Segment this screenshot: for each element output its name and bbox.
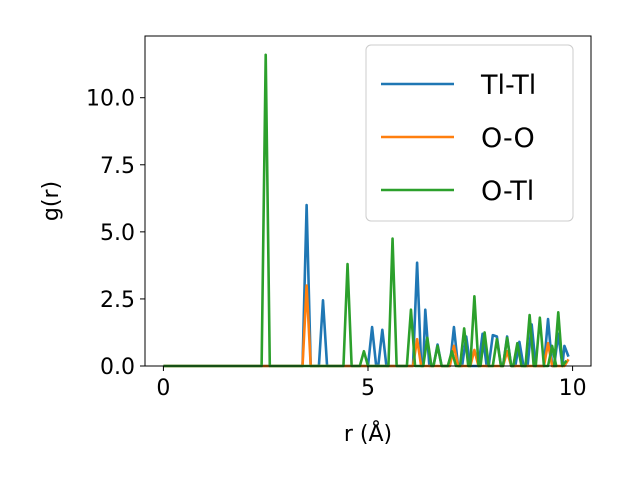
y-tick-label: 2.5 <box>100 288 135 313</box>
x-axis-title: r (Å) <box>344 420 392 447</box>
x-axis: 0 5 10 <box>156 366 587 401</box>
legend: Tl-Tl O-O O-Tl <box>365 44 574 222</box>
y-axis-title: g(r) <box>39 181 64 221</box>
y-tick-label: 0.0 <box>100 355 135 380</box>
x-tick-label: 10 <box>559 376 587 401</box>
series-line-tl-tl <box>163 203 570 368</box>
legend-label-tl-tl: Tl-Tl <box>480 70 536 101</box>
legend-box <box>365 44 574 222</box>
x-tick-label: 5 <box>361 376 375 401</box>
y-axis: 0.0 2.5 5.0 7.5 10.0 <box>86 87 145 380</box>
y-tick-label: 7.5 <box>100 154 135 179</box>
legend-label-o-o: O-O <box>481 123 535 154</box>
x-tick-label: 0 <box>156 376 170 401</box>
legend-label-o-tl: O-Tl <box>481 176 534 207</box>
y-tick-label: 10.0 <box>86 87 135 112</box>
y-tick-label: 5.0 <box>100 221 135 246</box>
